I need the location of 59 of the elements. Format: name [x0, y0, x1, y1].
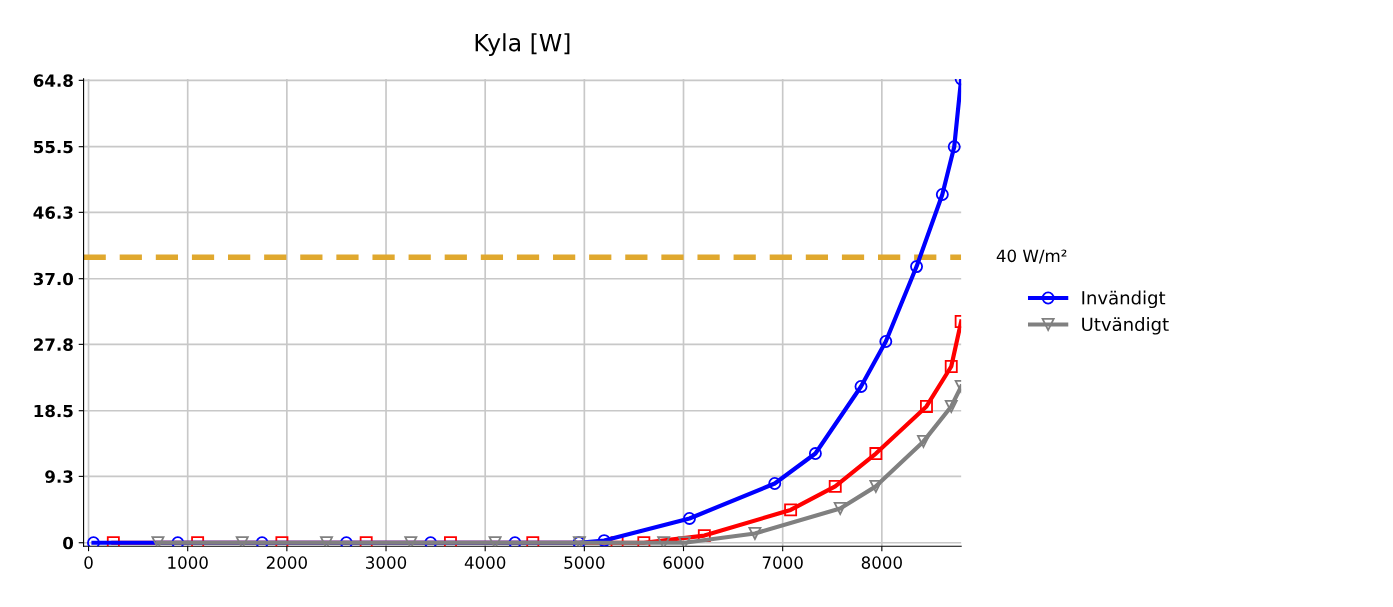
- x-tick-label: 8000: [861, 556, 902, 569]
- point: [106, 536, 120, 547]
- point: [910, 260, 924, 274]
- point: [424, 536, 438, 547]
- point: [597, 534, 611, 547]
- point: [404, 536, 418, 547]
- point: [869, 479, 883, 493]
- point: [87, 536, 100, 547]
- point: [828, 479, 842, 493]
- y-tick-label: 9.3: [45, 470, 73, 483]
- point: [833, 502, 847, 515]
- legend-label: Utvändigt: [1082, 317, 1169, 335]
- point: [637, 536, 651, 547]
- point: [920, 399, 933, 413]
- point: [255, 536, 269, 547]
- point: [488, 536, 502, 547]
- y-tick-label: 37.0: [33, 272, 74, 286]
- y-tick-label: 64.8: [33, 74, 73, 87]
- ref-line-label: 40 W/m²: [996, 249, 1067, 264]
- x-tick-label: 5000: [564, 556, 605, 569]
- point: [339, 536, 353, 547]
- x-tick-label: 1000: [168, 556, 208, 569]
- point: [508, 536, 522, 547]
- point: [191, 536, 205, 547]
- point: [526, 536, 540, 547]
- point: [768, 477, 782, 490]
- point: [171, 536, 185, 547]
- legend-label: Invändigt: [1082, 290, 1166, 309]
- point: [275, 536, 289, 547]
- y-tick-label: 0: [63, 536, 74, 550]
- chart-title: Kyla [W]: [475, 33, 570, 57]
- y-tick-label: 55.5: [34, 140, 73, 154]
- point: [854, 379, 868, 393]
- point: [917, 434, 930, 448]
- x-tick-label: 4000: [464, 556, 506, 569]
- point: [748, 526, 762, 540]
- point: [935, 188, 949, 201]
- point: [678, 536, 691, 547]
- point: [657, 536, 671, 547]
- point: [879, 335, 893, 348]
- point: [784, 503, 798, 517]
- point: [320, 536, 333, 547]
- point: [808, 447, 822, 460]
- y-tick-label: 18.5: [34, 404, 73, 418]
- point: [359, 536, 373, 547]
- x-tick-label: 0: [84, 556, 93, 569]
- x-tick-label: 3000: [366, 556, 407, 569]
- point: [947, 140, 961, 154]
- x-tick-label: 2000: [266, 556, 307, 569]
- point: [151, 536, 165, 547]
- x-tick-label: 7000: [762, 556, 803, 569]
- y-tick-label: 27.8: [34, 338, 73, 351]
- point: [944, 399, 958, 413]
- point: [944, 360, 958, 373]
- x-tick-label: 6000: [663, 556, 704, 569]
- y-tick-label: 46.3: [33, 206, 73, 219]
- point: [869, 447, 883, 460]
- point: [683, 512, 696, 525]
- point: [235, 536, 249, 547]
